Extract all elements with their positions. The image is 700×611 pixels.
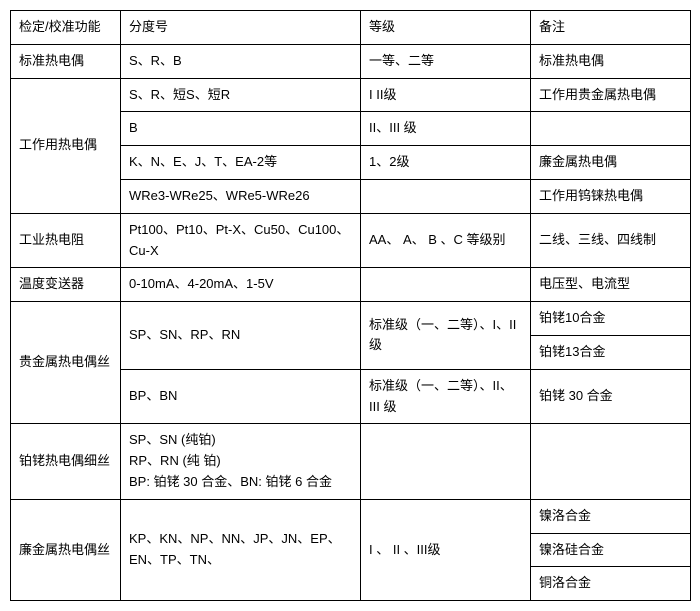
cell: 工业热电阻 <box>11 213 121 268</box>
cell: AA、 A、 B 、C 等级别 <box>361 213 531 268</box>
cell: 镍洛硅合金 <box>531 533 691 567</box>
cell: S、R、B <box>121 44 361 78</box>
table-row: 贵金属热电偶丝 SP、SN、RP、RN 标准级（一、二等）、I、II级 铂铑10… <box>11 302 691 336</box>
cell <box>531 424 691 499</box>
cell <box>361 424 531 499</box>
cell: 一等、二等 <box>361 44 531 78</box>
cell: 标准热电偶 <box>11 44 121 78</box>
cell: 标准热电偶 <box>531 44 691 78</box>
cell: 铂铑13合金 <box>531 335 691 369</box>
table-row: 工业热电阻 Pt100、Pt10、Pt-X、Cu50、Cu100、Cu-X AA… <box>11 213 691 268</box>
cell: 铂铑热电偶细丝 <box>11 424 121 499</box>
header-col1: 检定/校准功能 <box>11 11 121 45</box>
cell: SP、SN、RP、RN <box>121 302 361 370</box>
cell: 1、2级 <box>361 146 531 180</box>
cell: BP、BN <box>121 369 361 424</box>
cell: 标准级（一、二等）、I、II级 <box>361 302 531 370</box>
cell <box>361 268 531 302</box>
table-row: 廉金属热电偶丝 KP、KN、NP、NN、JP、JN、EP、EN、TP、TN、 I… <box>11 499 691 533</box>
cell: I II级 <box>361 78 531 112</box>
cell: 铂铑10合金 <box>531 302 691 336</box>
table-row: 温度变送器 0-10mA、4-20mA、1-5V 电压型、电流型 <box>11 268 691 302</box>
table-row: 铂铑热电偶细丝 SP、SN (纯铂) RP、RN (纯 铂) BP: 铂铑 30… <box>11 424 691 499</box>
cell: 电压型、电流型 <box>531 268 691 302</box>
header-row: 检定/校准功能 分度号 等级 备注 <box>11 11 691 45</box>
cell <box>361 179 531 213</box>
cell: S、R、短S、短R <box>121 78 361 112</box>
header-col4: 备注 <box>531 11 691 45</box>
cell: B <box>121 112 361 146</box>
header-col2: 分度号 <box>121 11 361 45</box>
cell: 贵金属热电偶丝 <box>11 302 121 424</box>
cell: 0-10mA、4-20mA、1-5V <box>121 268 361 302</box>
cell: I 、 II 、III级 <box>361 499 531 600</box>
cell: 工作用热电偶 <box>11 78 121 213</box>
cell: KP、KN、NP、NN、JP、JN、EP、EN、TP、TN、 <box>121 499 361 600</box>
cell: 标准级（一、二等）、II、 III 级 <box>361 369 531 424</box>
table-row: 工作用热电偶 S、R、短S、短R I II级 工作用贵金属热电偶 <box>11 78 691 112</box>
cell: Pt100、Pt10、Pt-X、Cu50、Cu100、Cu-X <box>121 213 361 268</box>
calibration-table: 检定/校准功能 分度号 等级 备注 标准热电偶 S、R、B 一等、二等 标准热电… <box>10 10 691 601</box>
cell: 工作用钨铼热电偶 <box>531 179 691 213</box>
cell: 铂铑 30 合金 <box>531 369 691 424</box>
cell: SP、SN (纯铂) RP、RN (纯 铂) BP: 铂铑 30 合金、BN: … <box>121 424 361 499</box>
cell: 廉金属热电偶 <box>531 146 691 180</box>
cell: K、N、E、J、T、EA-2等 <box>121 146 361 180</box>
header-col3: 等级 <box>361 11 531 45</box>
cell: 铜洛合金 <box>531 567 691 601</box>
cell: II、III 级 <box>361 112 531 146</box>
cell: WRe3-WRe25、WRe5-WRe26 <box>121 179 361 213</box>
cell: 廉金属热电偶丝 <box>11 499 121 600</box>
cell: 镍洛合金 <box>531 499 691 533</box>
table-row: 标准热电偶 S、R、B 一等、二等 标准热电偶 <box>11 44 691 78</box>
cell <box>531 112 691 146</box>
cell: 工作用贵金属热电偶 <box>531 78 691 112</box>
cell: 温度变送器 <box>11 268 121 302</box>
cell: 二线、三线、四线制 <box>531 213 691 268</box>
